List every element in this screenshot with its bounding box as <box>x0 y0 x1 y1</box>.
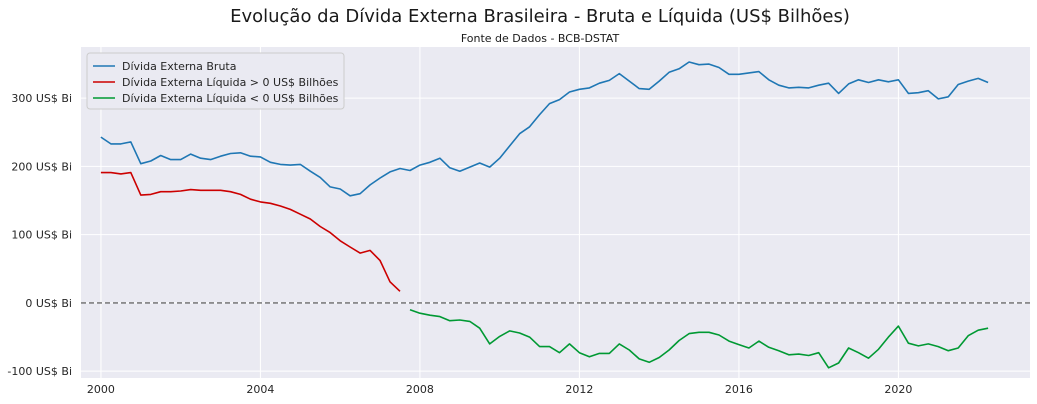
y-tick-label: 100 US$ Bi <box>11 229 72 242</box>
legend-label-bruta: Dívida Externa Bruta <box>122 60 237 73</box>
x-tick-label: 2004 <box>246 383 274 396</box>
x-tick-label: 2012 <box>565 383 593 396</box>
chart-title: Evolução da Dívida Externa Brasileira - … <box>230 6 850 27</box>
x-tick-label: 2020 <box>884 383 912 396</box>
x-axis-ticks: 2000 2004 2008 2012 2016 2020 <box>87 383 912 396</box>
series-line-2 <box>409 309 989 369</box>
series-line-1 <box>100 171 401 292</box>
series-group <box>100 61 989 369</box>
x-tick-label: 2016 <box>725 383 753 396</box>
y-tick-label: -100 US$ Bi <box>7 365 72 378</box>
y-axis-ticks: -100 US$ Bi 0 US$ Bi 100 US$ Bi 200 US$ Bi 3… <box>7 92 72 378</box>
legend-label-liquida-positiva: Dívida Externa Líquida > 0 US$ Bilhões <box>122 76 339 89</box>
series-line-0 <box>100 61 989 197</box>
chart-subtitle: Fonte de Dados - BCB-DSTAT <box>461 32 620 45</box>
legend-box <box>86 52 345 110</box>
x-tick-label: 2000 <box>87 383 115 396</box>
y-tick-label: 300 US$ Bi <box>11 92 72 105</box>
legend-label-liquida-negativa: Dívida Externa Líquida < 0 US$ Bilhões <box>122 92 339 105</box>
y-tick-label: 200 US$ Bi <box>11 160 72 173</box>
y-tick-label: 0 US$ Bi <box>25 297 72 310</box>
x-tick-label: 2008 <box>406 383 434 396</box>
legend: Dívida Externa Bruta Dívida Externa Líqu… <box>86 52 345 110</box>
